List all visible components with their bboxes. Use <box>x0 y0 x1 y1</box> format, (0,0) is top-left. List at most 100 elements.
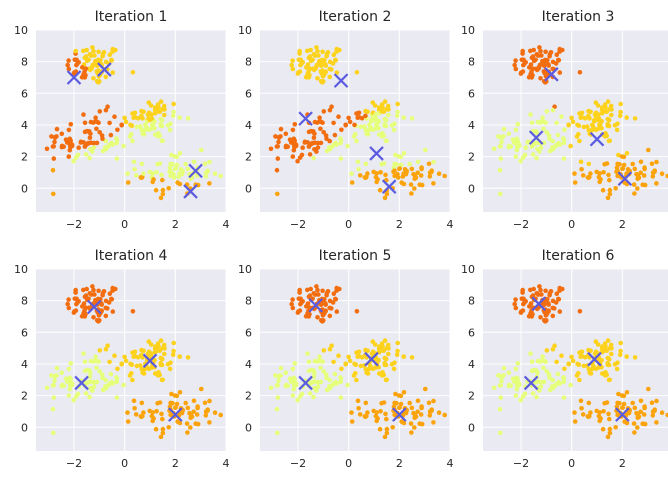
data-point <box>331 291 337 297</box>
data-point <box>618 348 623 354</box>
data-point <box>345 143 350 149</box>
data-point <box>51 430 56 436</box>
data-point <box>635 425 640 430</box>
y-tick-label: 6 <box>468 87 475 100</box>
data-point <box>346 354 351 360</box>
data-point <box>103 313 109 319</box>
data-point <box>157 348 162 354</box>
data-point <box>442 173 448 179</box>
data-point <box>283 144 289 150</box>
data-point <box>501 126 507 132</box>
data-point <box>561 395 567 400</box>
data-point <box>566 122 571 128</box>
data-point <box>80 304 85 309</box>
data-point <box>527 304 532 309</box>
data-point <box>626 410 632 416</box>
data-point <box>498 191 503 197</box>
data-point <box>168 173 173 179</box>
x-tick-label: −2 <box>513 457 529 470</box>
data-point <box>512 301 517 307</box>
data-point <box>531 129 537 134</box>
data-point <box>331 381 336 387</box>
data-point <box>160 430 166 436</box>
data-point <box>175 180 180 185</box>
data-point <box>650 413 656 418</box>
data-point <box>537 45 542 50</box>
data-point <box>431 420 436 425</box>
data-point <box>327 377 333 383</box>
data-point <box>114 156 120 161</box>
x-tick-label: −2 <box>513 218 529 231</box>
data-point <box>538 287 543 293</box>
centroid-marker <box>523 375 539 391</box>
data-point <box>278 365 284 371</box>
data-point <box>499 378 504 384</box>
data-point <box>195 404 200 409</box>
data-point <box>97 130 102 135</box>
data-point <box>546 63 551 68</box>
data-point <box>529 359 535 365</box>
data-point <box>51 383 56 388</box>
data-point <box>319 319 325 324</box>
x-tick-label: −2 <box>290 218 306 231</box>
data-point <box>354 70 360 75</box>
data-point <box>160 426 166 432</box>
data-point <box>94 365 99 371</box>
data-point <box>363 108 368 114</box>
data-point <box>607 416 612 422</box>
data-point <box>397 405 403 410</box>
y-tick-label: 10 <box>14 263 28 276</box>
data-point <box>292 144 297 150</box>
y-tick-label: 2 <box>245 151 252 164</box>
data-point <box>218 173 223 179</box>
data-point <box>408 182 414 187</box>
data-point <box>383 123 389 129</box>
data-point <box>81 48 86 54</box>
x-tick-label: 0 <box>568 218 575 231</box>
data-point <box>506 383 512 389</box>
data-point <box>149 351 154 356</box>
data-point <box>550 66 555 72</box>
data-point <box>324 387 330 393</box>
centroid-marker <box>308 298 324 313</box>
data-point <box>90 388 95 393</box>
y-tick-label: 0 <box>21 421 28 434</box>
data-point <box>290 366 296 372</box>
x-tick-label: 0 <box>345 218 352 231</box>
centroid-marker <box>66 70 82 85</box>
data-point <box>523 60 528 65</box>
data-point <box>146 116 152 121</box>
data-point <box>569 115 574 121</box>
data-point <box>141 132 147 137</box>
data-point <box>417 182 423 187</box>
data-point <box>385 342 391 348</box>
data-point <box>313 65 319 71</box>
data-point <box>533 57 538 63</box>
x-tick-label: 4 <box>223 457 230 470</box>
data-point <box>527 65 532 70</box>
data-point <box>317 115 322 120</box>
data-point <box>514 375 520 381</box>
data-point <box>649 400 655 406</box>
data-point <box>609 351 614 357</box>
data-point <box>646 386 651 392</box>
data-point <box>606 172 611 178</box>
data-point <box>606 123 612 129</box>
data-point <box>620 166 625 171</box>
data-point <box>578 398 584 404</box>
data-point <box>139 400 145 406</box>
data-point <box>398 401 404 407</box>
data-point <box>365 132 371 137</box>
data-point <box>87 155 92 161</box>
data-point <box>171 101 176 107</box>
data-point <box>520 155 526 160</box>
data-point <box>561 156 567 161</box>
y-tick-label: 4 <box>468 358 475 371</box>
data-point <box>365 371 371 376</box>
data-point <box>513 297 518 302</box>
data-point <box>539 292 544 297</box>
data-point <box>418 412 424 417</box>
data-point <box>172 393 178 398</box>
y-tick-label: 2 <box>468 151 475 164</box>
data-point <box>332 371 338 377</box>
